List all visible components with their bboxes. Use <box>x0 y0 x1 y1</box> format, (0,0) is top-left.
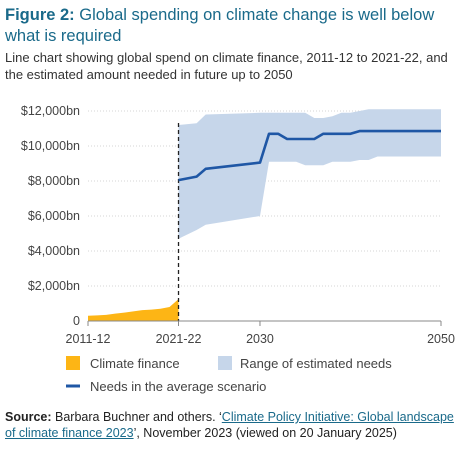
figure-heading: Figure 2: Global spending on climate cha… <box>5 5 455 47</box>
range-band-layer <box>178 109 441 239</box>
figure-label: Figure 2: <box>5 6 75 24</box>
range-of-estimated-needs-band <box>178 109 441 239</box>
y-tick-label: $10,000bn <box>21 139 80 153</box>
legend-label-climate-finance: Climate finance <box>90 356 180 371</box>
y-tick-label: $2,000bn <box>28 279 80 293</box>
legend-swatch-climate-finance <box>66 356 80 370</box>
climate-spending-chart: 0 $2,000bn $4,000bn $6,000bn $8,000bn $10,000… <box>21 104 455 394</box>
source-label: Source: <box>5 410 52 424</box>
axes: 0 $2,000bn $4,000bn $6,000bn $8,000bn $10,000… <box>21 104 455 346</box>
legend-label-average: Needs in the average scenario <box>90 379 266 394</box>
legend-label-range: Range of estimated needs <box>240 356 392 371</box>
y-tick-label: 0 <box>73 314 80 328</box>
climate-finance-layer <box>88 299 179 321</box>
source-note: Source: Barbara Buchner and others. ‘Cli… <box>5 409 455 441</box>
legend: Climate finance Range of estimated needs… <box>66 356 392 394</box>
y-tick-label: $8,000bn <box>28 174 80 188</box>
source-link[interactable]: Climate Policy Initiative: Global landsc… <box>5 410 454 440</box>
needs-average-scenario-line <box>178 129 441 182</box>
climate-finance-area <box>88 299 179 321</box>
x-tick-label: 2030 <box>246 332 274 346</box>
source-text-after: ’, November 2023 (viewed on 20 January 2… <box>133 426 397 440</box>
x-tick-label: 2021-22 <box>156 332 202 346</box>
figure-title: Global spending on climate change is wel… <box>5 6 435 45</box>
legend-swatch-range <box>218 356 232 370</box>
source-text-before: Barbara Buchner and others. ‘ <box>51 410 222 424</box>
y-tick-label: $6,000bn <box>28 209 80 223</box>
figure-subtitle: Line chart showing global spend on clima… <box>5 50 448 82</box>
y-tick-label: $12,000bn <box>21 104 80 118</box>
average-line-layer <box>178 129 441 182</box>
x-tick-label: 2050 <box>427 332 455 346</box>
x-tick-label: 2011-12 <box>66 332 111 346</box>
y-tick-label: $4,000bn <box>28 244 80 258</box>
